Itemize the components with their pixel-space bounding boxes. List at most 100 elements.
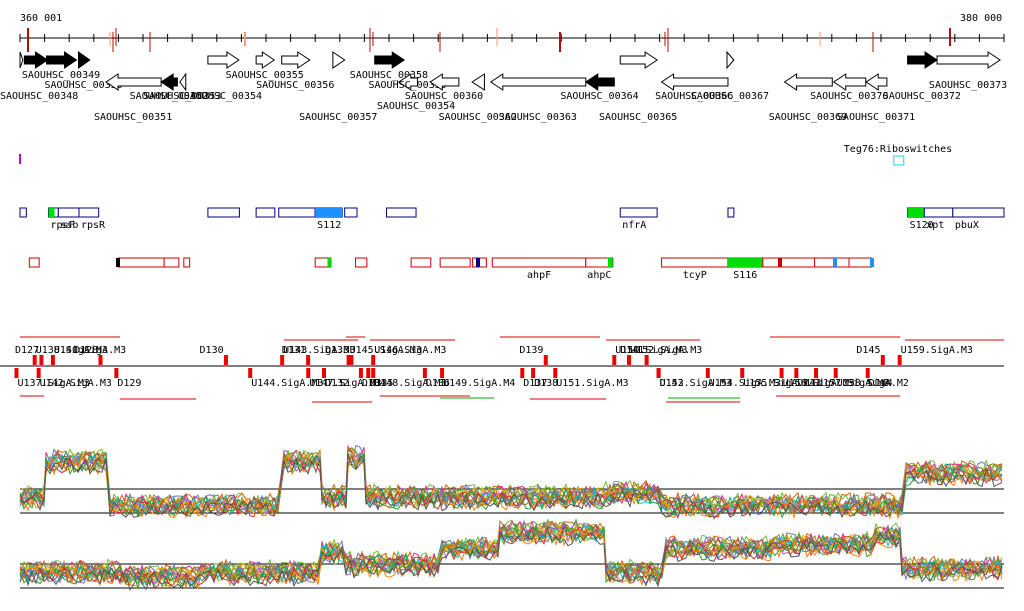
track-feature-label: U150.SigA.M3 xyxy=(615,345,687,356)
feature-box xyxy=(355,257,368,268)
track-feature-label: U144.SigA.M3 xyxy=(251,378,323,389)
gene-label: SAOUHSC_00362 xyxy=(439,112,517,123)
track-marker xyxy=(553,368,558,378)
gene-arrow xyxy=(281,51,311,69)
track-feature-label: U140.SigA.M3 xyxy=(54,345,126,356)
gene-arrow xyxy=(255,51,276,69)
feature-label: nfrA xyxy=(622,220,646,231)
track-feature-label: D135 xyxy=(369,378,393,389)
gene-arrow xyxy=(489,73,587,91)
track-feature-label: U153.SigA.M3 xyxy=(660,378,732,389)
riboswitch-box xyxy=(893,155,905,166)
track-marker xyxy=(814,368,819,378)
track-marker xyxy=(833,368,838,378)
gene-arrow xyxy=(332,51,346,69)
feature-box xyxy=(255,207,276,218)
expression-trace xyxy=(19,524,1003,588)
track-marker xyxy=(531,368,536,378)
gene-arrow xyxy=(726,50,735,70)
track-marker xyxy=(349,355,354,365)
track-feature-label: U158.SigA.M2 xyxy=(837,378,909,389)
track-feature-label: U147.SigA.M3 xyxy=(309,378,381,389)
track-feature-label: D145 xyxy=(856,345,880,356)
feature-fill xyxy=(907,208,925,217)
feature-box xyxy=(183,257,191,268)
gene-arrow xyxy=(429,73,460,91)
track-feature-label: U151.SigA.M3 xyxy=(556,378,628,389)
track-feature-label: U155.SigA.M3 xyxy=(743,378,815,389)
track-marker xyxy=(543,355,548,365)
gene-label: SAOUHSC_00373 xyxy=(929,80,1007,91)
feature-fill xyxy=(727,258,763,267)
track-feature-label: D129 xyxy=(117,378,141,389)
track-marker xyxy=(705,368,710,378)
track-marker xyxy=(656,368,661,378)
gene-label: SAOUHSC_00369 xyxy=(769,112,847,123)
gene-arrow xyxy=(584,73,615,91)
gene-arrow xyxy=(207,51,240,69)
gene-label: SAOUHSC_00364 xyxy=(560,91,638,102)
gene-arrow xyxy=(397,73,419,91)
gene-arrow xyxy=(936,51,1001,69)
feature-fill xyxy=(315,208,343,217)
gene-arrow xyxy=(374,51,406,69)
track-feature-label: D131 xyxy=(282,345,306,356)
gene-arrow xyxy=(832,73,867,91)
track-marker xyxy=(371,355,376,365)
feature-marker xyxy=(870,258,874,267)
track-marker xyxy=(644,355,649,365)
track-marker xyxy=(14,368,19,378)
feature-box xyxy=(952,207,1005,218)
gene-arrow xyxy=(19,51,24,69)
track-feature-label: D144 xyxy=(869,378,893,389)
feature-box xyxy=(278,207,316,218)
gene-arrow xyxy=(105,73,162,91)
track-feature-label: D137 xyxy=(523,378,547,389)
start-coordinate: 360 001 xyxy=(20,13,63,24)
gene-label: SAOUHSC_00360 xyxy=(405,91,483,102)
track-feature-label: D133 xyxy=(325,345,349,356)
feature-box xyxy=(585,257,614,268)
track-feature-label: U137.SigA.M3 xyxy=(17,378,89,389)
track-feature-label: U138.SigA.M3 xyxy=(36,345,108,356)
track-feature-label: D139 xyxy=(519,345,543,356)
gene-label: SAOUHSC_00357 xyxy=(299,112,377,123)
gene-arrow xyxy=(619,51,659,69)
feature-fill xyxy=(327,258,331,267)
gene-label: SAOUHSC_00353 xyxy=(143,91,221,102)
track-marker xyxy=(36,368,41,378)
expression-trace xyxy=(19,518,1003,582)
track-marker xyxy=(440,368,445,378)
feature-box xyxy=(814,257,850,268)
feature-label: ahpC xyxy=(587,270,611,281)
track-marker xyxy=(32,355,37,365)
track-feature-label: U148.SigA.M3 xyxy=(374,378,446,389)
track-marker xyxy=(223,355,228,365)
track-marker xyxy=(358,368,363,378)
track-feature-label: D136 xyxy=(426,378,450,389)
gene-label: SAOUHSC_00354 xyxy=(377,101,455,112)
track-marker xyxy=(306,355,311,365)
feature-box xyxy=(344,207,358,218)
gene-arrow xyxy=(179,72,187,92)
gene-arrow xyxy=(660,73,729,91)
track-feature-label: D127 xyxy=(15,345,39,356)
feature-box xyxy=(19,207,27,218)
gene-arrow xyxy=(160,73,178,91)
track-marker xyxy=(306,368,311,378)
feature-marker xyxy=(116,258,120,267)
expression-trace xyxy=(19,527,1003,590)
feature-fill xyxy=(607,258,613,267)
end-coordinate: 380 000 xyxy=(960,13,1003,24)
track-marker xyxy=(779,368,784,378)
feature-marker xyxy=(476,258,480,267)
gene-label: SAOUHSC_00371 xyxy=(837,112,915,123)
gene-label: SAOUHSC_00352 xyxy=(130,91,208,102)
track-marker xyxy=(346,355,351,365)
track-marker xyxy=(422,368,427,378)
track-marker xyxy=(280,355,285,365)
feature-box xyxy=(762,257,816,268)
expression-trace xyxy=(19,454,1003,520)
feature-box xyxy=(386,207,417,218)
track-marker xyxy=(740,368,745,378)
